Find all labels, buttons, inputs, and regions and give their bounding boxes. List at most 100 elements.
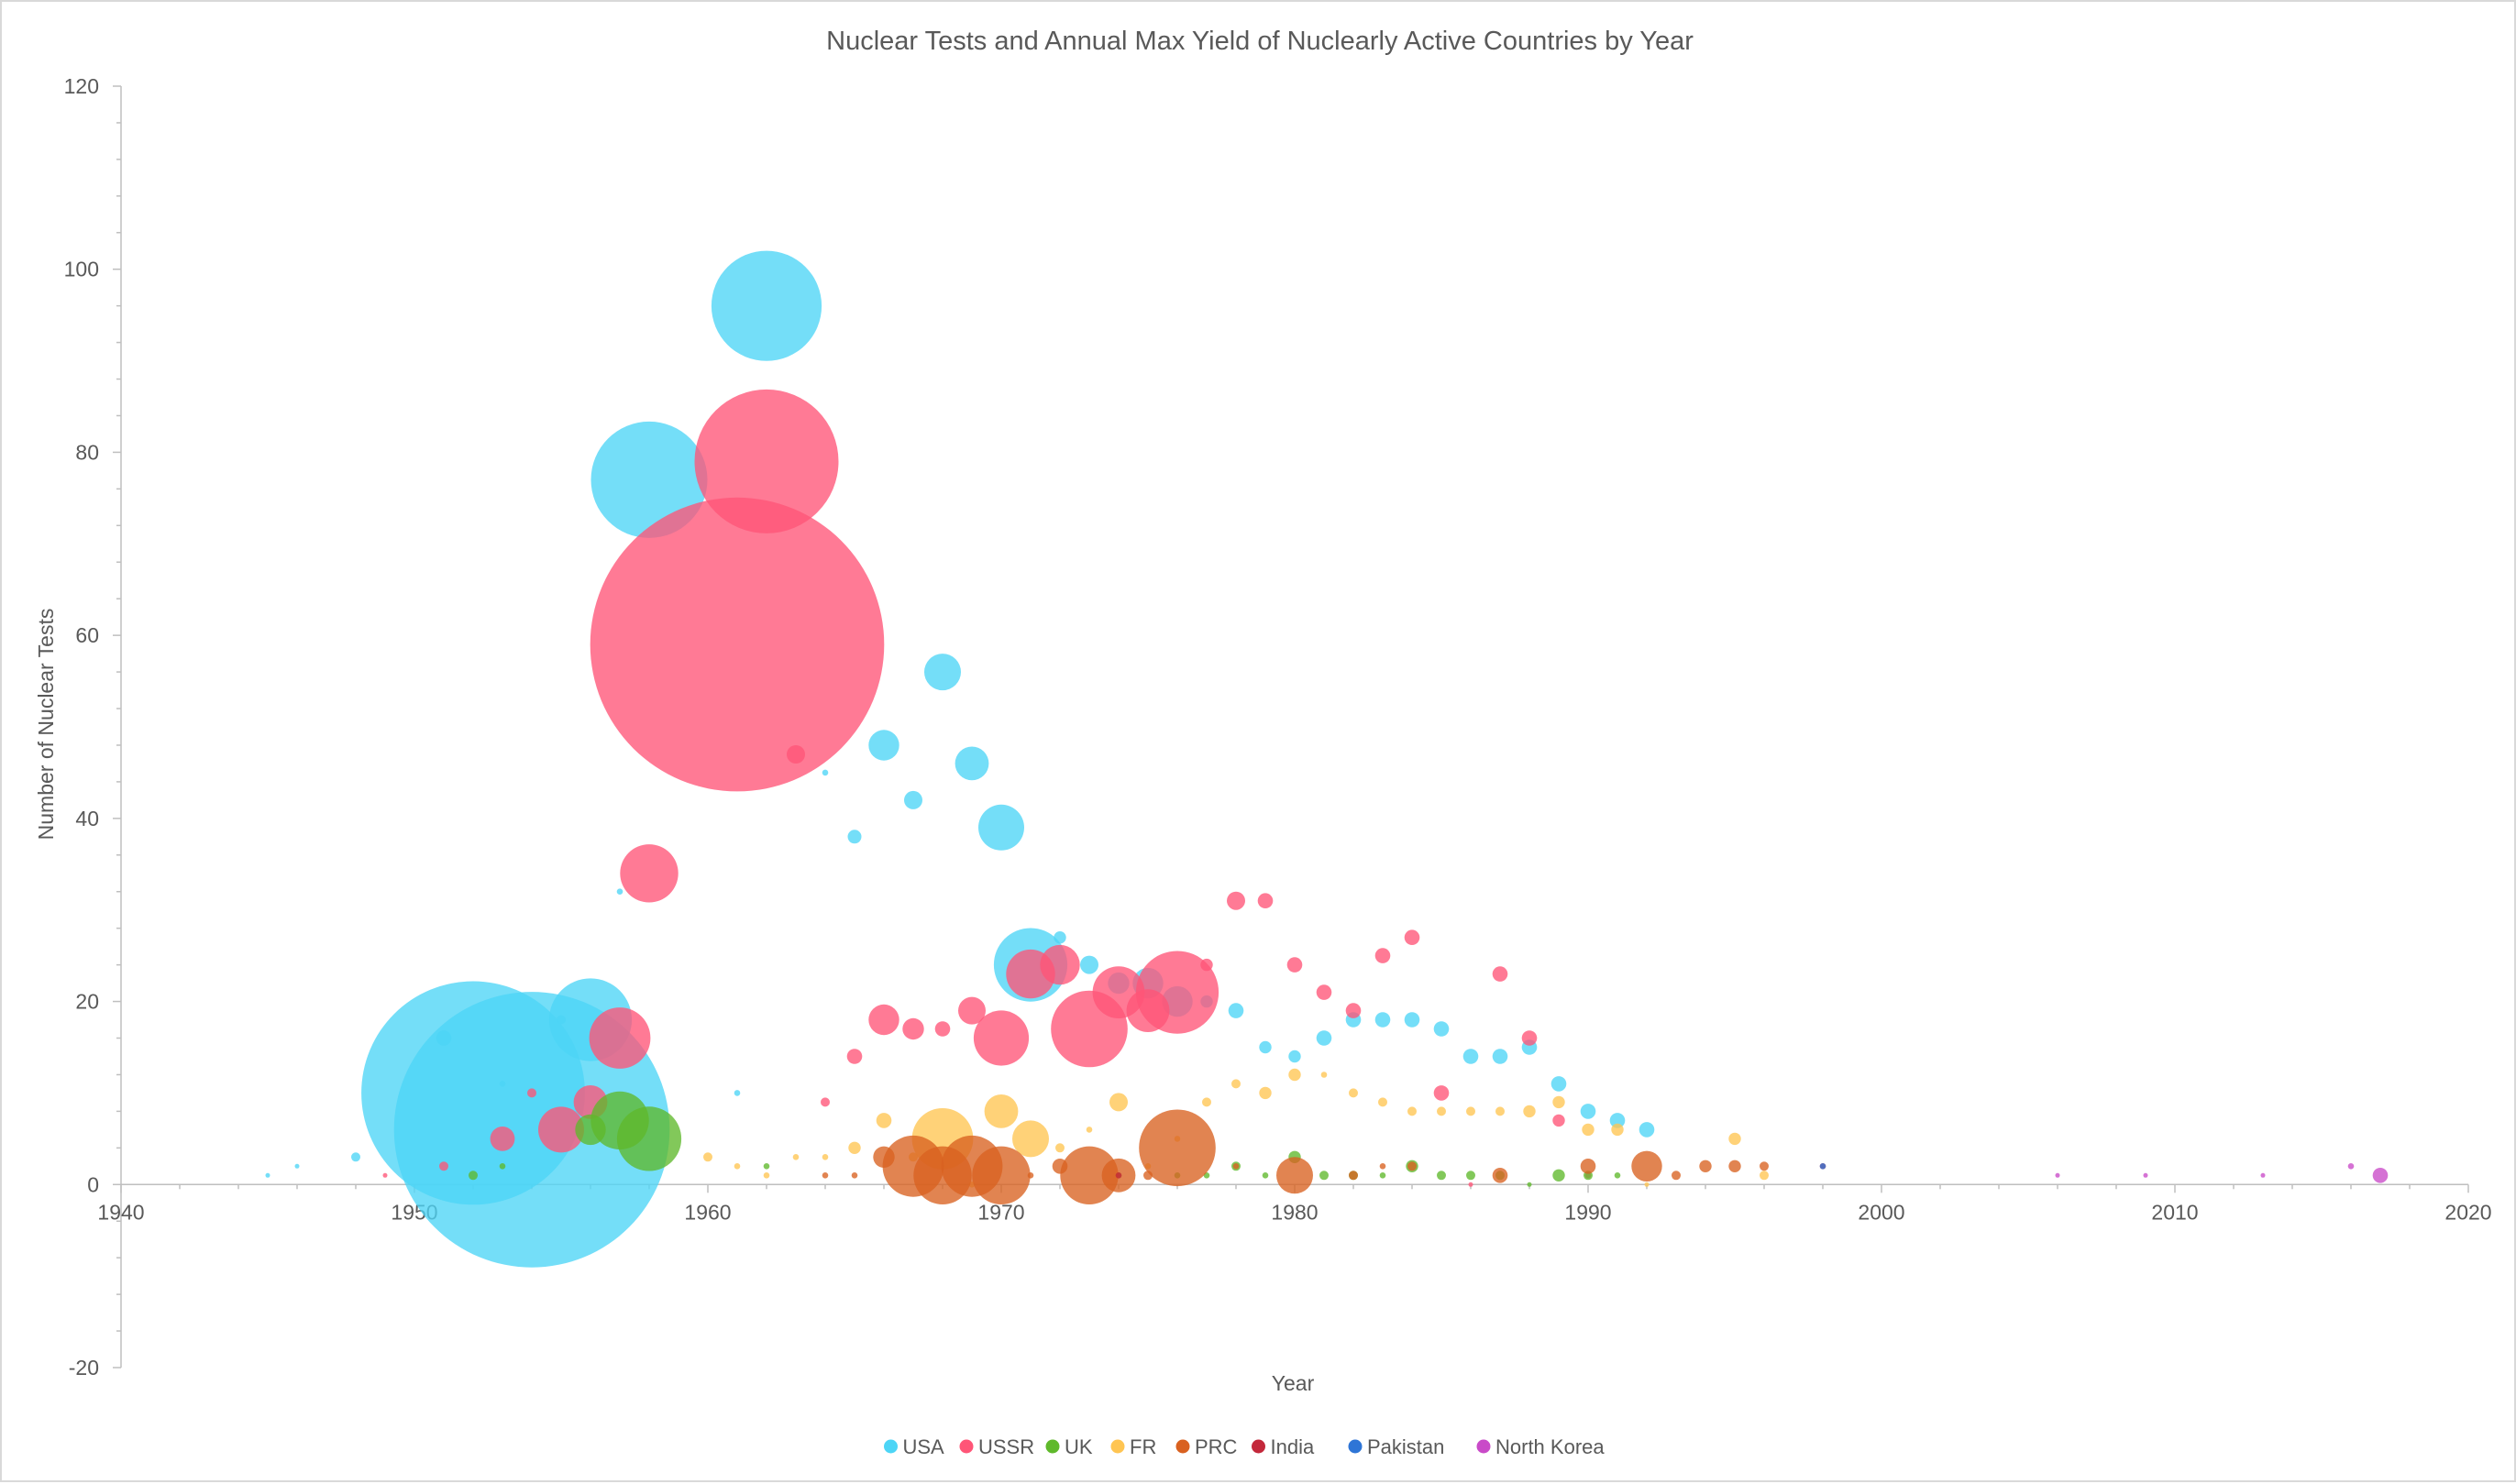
- bubble-ussr[interactable]: [1126, 989, 1170, 1032]
- bubble-fr[interactable]: [1552, 1095, 1565, 1109]
- bubble-usa[interactable]: [1492, 1049, 1508, 1064]
- bubble-uk[interactable]: [1379, 1172, 1386, 1179]
- bubble-usa[interactable]: [616, 888, 623, 895]
- bubble-usa[interactable]: [265, 1172, 270, 1178]
- bubble-fr[interactable]: [734, 1163, 741, 1170]
- bubble-fr[interactable]: [1523, 1105, 1536, 1118]
- bubble-ussr[interactable]: [439, 1161, 448, 1171]
- bubble-usa[interactable]: [904, 790, 922, 809]
- bubble-ussr[interactable]: [382, 1172, 388, 1178]
- bubble-prc[interactable]: [1760, 1161, 1769, 1171]
- bubble-ussr[interactable]: [1316, 984, 1332, 1000]
- bubble-ussr[interactable]: [973, 1010, 1030, 1066]
- bubble-prc[interactable]: [1672, 1171, 1681, 1181]
- bubble-prc[interactable]: [1276, 1157, 1313, 1194]
- bubble-uk[interactable]: [575, 1114, 606, 1146]
- bubble-usa[interactable]: [955, 746, 989, 781]
- bubble-prc[interactable]: [1631, 1150, 1662, 1182]
- bubble-prc[interactable]: [822, 1172, 829, 1179]
- bubble-usa[interactable]: [924, 654, 961, 691]
- bubble-uk[interactable]: [1262, 1172, 1269, 1179]
- bubble-ussr[interactable]: [1552, 1114, 1565, 1127]
- bubble-ussr[interactable]: [1492, 966, 1508, 982]
- legend-item-fr[interactable]: FR: [1110, 1435, 1157, 1458]
- bubble-uk[interactable]: [499, 1163, 506, 1170]
- bubble-ussr[interactable]: [902, 1017, 924, 1040]
- bubble-prc[interactable]: [913, 1146, 972, 1205]
- bubble-ussr[interactable]: [1200, 958, 1213, 972]
- bubble-prc[interactable]: [1728, 1160, 1741, 1173]
- bubble-usa[interactable]: [734, 1090, 741, 1096]
- bubble-uk[interactable]: [1319, 1171, 1329, 1181]
- bubble-uk[interactable]: [1437, 1171, 1446, 1181]
- bubble-uk[interactable]: [763, 1163, 770, 1170]
- bubble-usa[interactable]: [1550, 1076, 1567, 1092]
- bubble-prc[interactable]: [1143, 1171, 1153, 1181]
- bubble-fr[interactable]: [1202, 1097, 1211, 1107]
- legend-item-uk[interactable]: UK: [1045, 1435, 1093, 1458]
- bubble-prc[interactable]: [1052, 1159, 1068, 1174]
- bubble-ussr[interactable]: [1521, 1030, 1538, 1046]
- legend[interactable]: USA USSR UK FR PRC India Pakistan North Korea: [884, 1435, 1605, 1458]
- bubble-prc[interactable]: [1139, 1109, 1216, 1187]
- bubble-ussr[interactable]: [589, 1007, 651, 1069]
- bubble-north-korea[interactable]: [2372, 1168, 2389, 1183]
- bubble-prc[interactable]: [1699, 1160, 1712, 1173]
- bubble-fr[interactable]: [1109, 1093, 1128, 1112]
- bubble-fr[interactable]: [1259, 1086, 1272, 1100]
- bubble-ussr[interactable]: [538, 1106, 584, 1153]
- bubble-fr[interactable]: [1320, 1072, 1328, 1078]
- bubble-usa[interactable]: [590, 421, 708, 538]
- bubble-fr[interactable]: [1378, 1097, 1387, 1107]
- bubble-fr[interactable]: [1466, 1106, 1475, 1116]
- bubble-fr[interactable]: [1495, 1106, 1505, 1116]
- bubble-usa[interactable]: [978, 804, 1024, 851]
- bubble-fr[interactable]: [763, 1172, 770, 1179]
- bubble-ussr[interactable]: [1227, 891, 1245, 910]
- bubble-uk[interactable]: [1614, 1172, 1621, 1179]
- bubble-fr[interactable]: [1288, 1068, 1301, 1082]
- bubble-usa[interactable]: [1054, 931, 1066, 944]
- bubble-ussr[interactable]: [1345, 1003, 1362, 1018]
- bubble-fr[interactable]: [792, 1154, 800, 1160]
- bubble-usa[interactable]: [1462, 1049, 1479, 1064]
- bubble-north-korea[interactable]: [2143, 1172, 2148, 1178]
- bubble-prc[interactable]: [1060, 1146, 1119, 1205]
- bubble-usa[interactable]: [351, 1152, 360, 1162]
- bubble-usa[interactable]: [436, 1030, 452, 1046]
- bubble-uk[interactable]: [1527, 1182, 1532, 1187]
- bubble-ussr[interactable]: [846, 1049, 863, 1064]
- bubble-fr[interactable]: [1055, 1143, 1065, 1153]
- bubble-ussr[interactable]: [590, 497, 885, 792]
- bubble-prc[interactable]: [972, 1146, 1031, 1205]
- bubble-usa[interactable]: [1639, 1122, 1655, 1138]
- bubble-prc[interactable]: [851, 1172, 858, 1179]
- bubble-fr[interactable]: [1728, 1132, 1741, 1146]
- bubble-fr[interactable]: [1086, 1127, 1093, 1133]
- bubble-pakistan[interactable]: [1819, 1163, 1826, 1170]
- bubble-ussr[interactable]: [694, 389, 839, 533]
- bubble-ussr[interactable]: [1286, 957, 1303, 973]
- legend-item-prc[interactable]: PRC: [1175, 1435, 1238, 1458]
- bubble-ussr[interactable]: [1433, 1085, 1450, 1101]
- bubble-prc[interactable]: [873, 1146, 895, 1169]
- bubble-fr[interactable]: [1231, 1079, 1241, 1089]
- bubble-prc[interactable]: [1379, 1163, 1386, 1170]
- bubble-uk[interactable]: [469, 1171, 478, 1181]
- bubble-ussr[interactable]: [934, 1021, 951, 1037]
- bubble-usa[interactable]: [1316, 1030, 1332, 1046]
- bubble-fr[interactable]: [848, 1141, 861, 1155]
- bubble-fr[interactable]: [1437, 1106, 1446, 1116]
- bubble-usa[interactable]: [1580, 1104, 1596, 1119]
- bubble-fr[interactable]: [1582, 1123, 1595, 1137]
- legend-item-north-korea[interactable]: North Korea: [1476, 1435, 1606, 1458]
- bubble-uk[interactable]: [1466, 1171, 1475, 1181]
- bubble-fr[interactable]: [1349, 1088, 1358, 1098]
- bubble-usa[interactable]: [868, 730, 899, 761]
- bubble-usa[interactable]: [1433, 1021, 1450, 1037]
- bubble-usa[interactable]: [557, 1015, 566, 1025]
- bubble-india[interactable]: [1115, 1172, 1122, 1179]
- bubble-ussr[interactable]: [620, 844, 679, 903]
- bubble-ussr[interactable]: [1374, 948, 1391, 963]
- bubble-usa[interactable]: [294, 1163, 300, 1169]
